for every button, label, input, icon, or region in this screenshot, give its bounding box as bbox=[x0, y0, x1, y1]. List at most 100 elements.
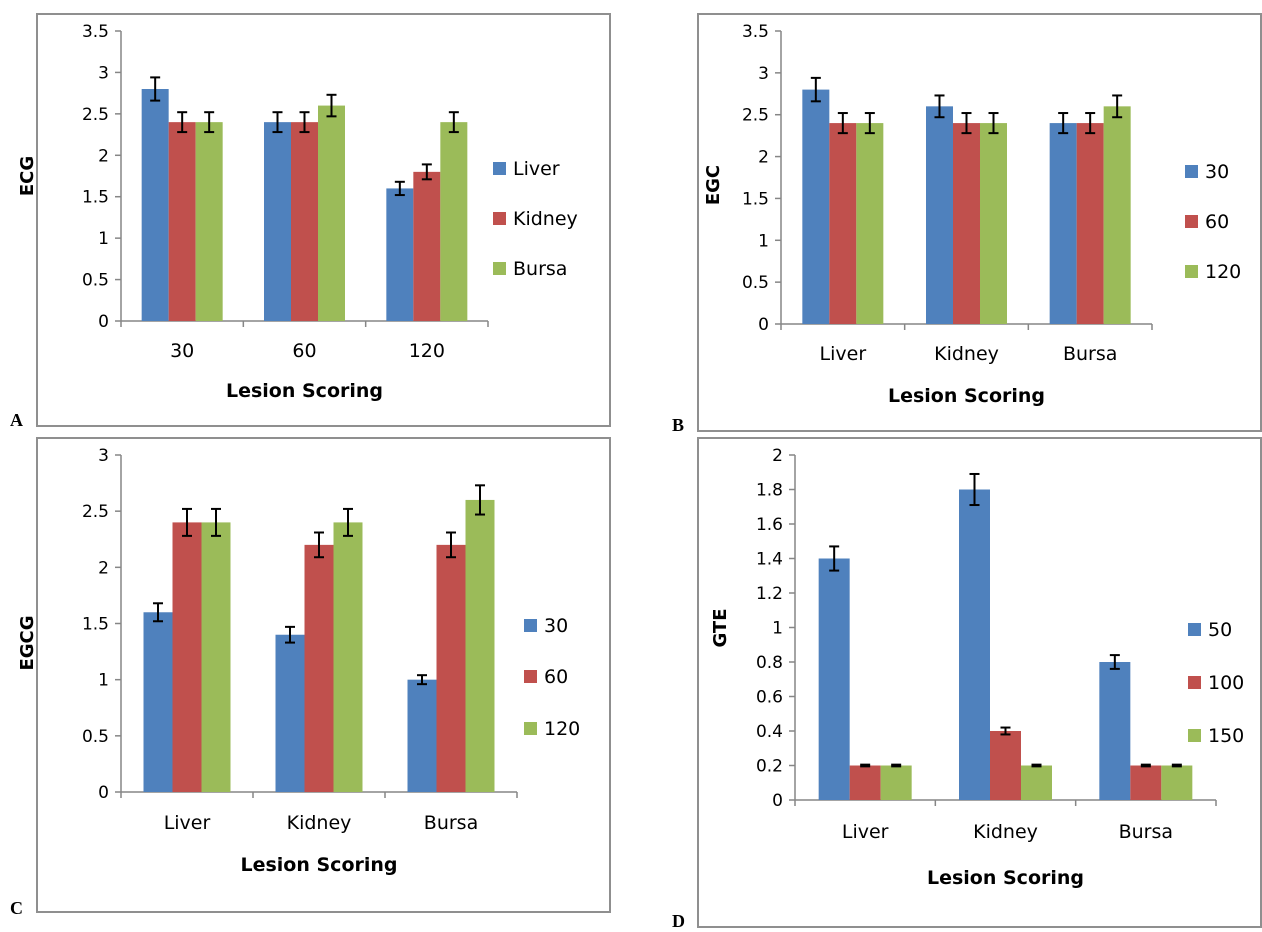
y-tick-label: 2 bbox=[772, 446, 783, 466]
y-tick-label: 1.2 bbox=[756, 584, 783, 604]
legend-swatch bbox=[524, 619, 537, 632]
y-tick-label: 1.4 bbox=[756, 550, 783, 570]
legend-swatch bbox=[1188, 623, 1201, 636]
y-tick-label: 3.5 bbox=[82, 22, 109, 42]
x-axis-title: Lesion Scoring bbox=[240, 854, 397, 876]
bar bbox=[802, 89, 830, 324]
y-tick-label: 0.5 bbox=[742, 273, 769, 293]
panel-letter-c: C bbox=[10, 898, 23, 918]
y-tick-label: 2.5 bbox=[82, 502, 109, 522]
x-tick-label: Bursa bbox=[1063, 343, 1117, 365]
y-tick-label: 1.6 bbox=[756, 515, 783, 535]
y-tick-label: 0.5 bbox=[82, 271, 109, 291]
bar bbox=[818, 558, 850, 800]
x-axis-title: Lesion Scoring bbox=[888, 385, 1045, 407]
bar bbox=[926, 106, 953, 324]
legend-swatch bbox=[1185, 165, 1198, 178]
y-tick-label: 1 bbox=[98, 229, 109, 249]
bar bbox=[1130, 765, 1162, 800]
legend-swatch bbox=[493, 212, 506, 225]
y-tick-label: 2.5 bbox=[742, 106, 769, 126]
bar bbox=[195, 122, 223, 322]
y-tick-label: 0.6 bbox=[756, 688, 783, 708]
bar bbox=[1076, 123, 1104, 324]
bar bbox=[413, 171, 441, 321]
y-tick-label: 3 bbox=[98, 63, 109, 83]
panel-letter-d: D bbox=[672, 911, 685, 931]
legend-swatch bbox=[493, 162, 506, 175]
bar bbox=[465, 499, 495, 792]
bar bbox=[953, 123, 980, 324]
bar bbox=[1161, 765, 1193, 800]
legend-swatch bbox=[1185, 265, 1198, 278]
y-tick-label: 1.5 bbox=[82, 188, 109, 208]
legend-label: Liver bbox=[513, 158, 560, 180]
bar bbox=[829, 123, 857, 324]
bar bbox=[291, 122, 318, 322]
x-axis-title: Lesion Scoring bbox=[927, 867, 1084, 889]
y-tick-label: 0 bbox=[98, 312, 109, 332]
bar bbox=[143, 612, 173, 792]
legend-label: 100 bbox=[1208, 672, 1244, 694]
bar bbox=[980, 123, 1007, 324]
y-tick-label: 0 bbox=[758, 315, 769, 335]
bar bbox=[849, 765, 881, 800]
y-tick-label: 1.5 bbox=[742, 189, 769, 209]
x-tick-label: Bursa bbox=[424, 812, 478, 834]
y-tick-label: 3.5 bbox=[742, 22, 769, 42]
y-tick-label: 2.5 bbox=[82, 105, 109, 125]
legend-swatch bbox=[524, 670, 537, 683]
x-tick-label: Liver bbox=[164, 812, 211, 834]
legend-swatch bbox=[1188, 676, 1201, 689]
bar bbox=[318, 105, 345, 321]
panel-letter-b: B bbox=[672, 415, 685, 435]
y-axis-title: EGC bbox=[703, 165, 724, 205]
bar bbox=[1021, 765, 1052, 800]
y-tick-label: 3 bbox=[98, 446, 109, 466]
bar bbox=[333, 522, 363, 792]
bar bbox=[1099, 662, 1131, 800]
bar bbox=[172, 522, 202, 792]
legend-label: 50 bbox=[1208, 619, 1232, 641]
bar bbox=[407, 679, 437, 792]
x-tick-label: Liver bbox=[842, 821, 889, 843]
bar bbox=[304, 544, 334, 792]
y-tick-label: 2 bbox=[758, 148, 769, 168]
y-tick-label: 1 bbox=[758, 231, 769, 251]
y-tick-label: 2 bbox=[98, 558, 109, 578]
x-tick-label: Kidney bbox=[973, 821, 1038, 843]
bar bbox=[856, 123, 884, 324]
y-tick-label: 0.2 bbox=[756, 757, 783, 777]
bar bbox=[201, 522, 231, 792]
y-axis-title: GTE bbox=[710, 608, 731, 647]
bar bbox=[1103, 106, 1131, 324]
x-tick-label: 60 bbox=[292, 340, 316, 362]
legend-label: 30 bbox=[1205, 161, 1229, 183]
legend-label: 120 bbox=[1205, 261, 1241, 283]
legend-swatch bbox=[524, 722, 537, 735]
legend-label: 60 bbox=[544, 666, 568, 688]
legend-swatch bbox=[493, 262, 506, 275]
bar bbox=[880, 765, 912, 800]
x-tick-label: 120 bbox=[409, 340, 445, 362]
legend-label: 150 bbox=[1208, 725, 1244, 747]
bar bbox=[1049, 123, 1077, 324]
legend-label: 60 bbox=[1205, 211, 1229, 233]
x-tick-label: Kidney bbox=[287, 812, 352, 834]
bar bbox=[275, 634, 305, 792]
legend-label: Kidney bbox=[513, 208, 578, 230]
panel-letter-a: A bbox=[10, 410, 23, 430]
y-axis-title: EGCG bbox=[17, 615, 38, 670]
bar bbox=[436, 544, 466, 792]
bar bbox=[440, 122, 468, 322]
legend-label: Bursa bbox=[513, 258, 567, 280]
y-tick-label: 1.5 bbox=[82, 615, 109, 635]
y-tick-label: 0 bbox=[98, 783, 109, 803]
x-tick-label: Bursa bbox=[1119, 821, 1173, 843]
legend-swatch bbox=[1185, 215, 1198, 228]
bar bbox=[264, 122, 291, 322]
legend-label: 30 bbox=[544, 615, 568, 637]
x-tick-label: Liver bbox=[820, 343, 867, 365]
bar bbox=[959, 489, 990, 800]
